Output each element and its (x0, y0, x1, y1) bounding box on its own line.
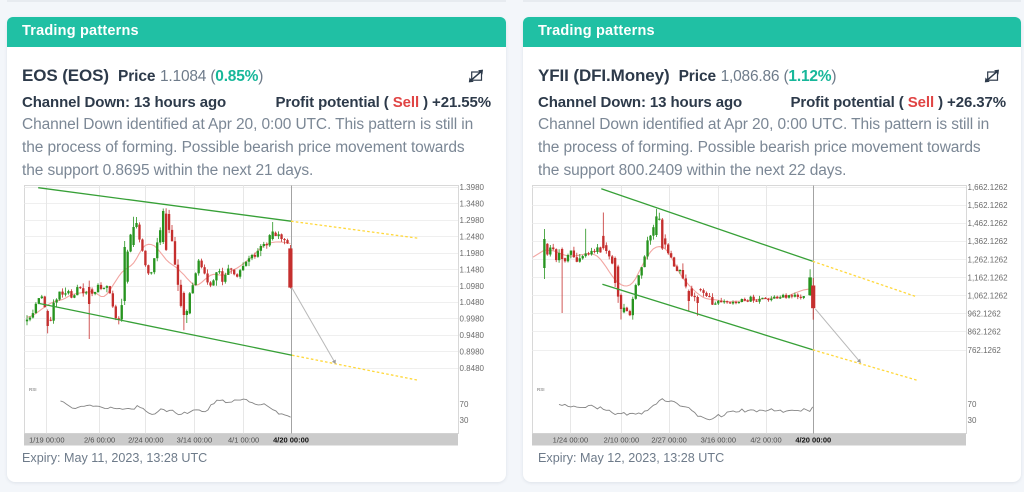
svg-text:962.1262: 962.1262 (968, 310, 1002, 319)
svg-text:70: 70 (460, 400, 469, 409)
svg-text:1,262.1262: 1,262.1262 (968, 255, 1009, 264)
svg-text:0.8480: 0.8480 (460, 364, 485, 373)
svg-text:1.0980: 1.0980 (460, 282, 485, 291)
svg-text:1,362.1262: 1,362.1262 (968, 237, 1009, 246)
svg-text:1.1980: 1.1980 (460, 249, 485, 258)
svg-text:1.3980: 1.3980 (460, 183, 485, 192)
svg-text:30: 30 (460, 416, 469, 425)
svg-text:2/10 00:00: 2/10 00:00 (604, 436, 639, 445)
svg-text:1,662.1262: 1,662.1262 (968, 183, 1009, 192)
svg-text:1.2980: 1.2980 (460, 216, 485, 225)
svg-text:1/19 00:00: 1/19 00:00 (29, 436, 64, 445)
svg-text:0.8980: 0.8980 (460, 348, 485, 357)
svg-text:2/24 00:00: 2/24 00:00 (128, 436, 163, 445)
svg-text:4/2 00:00: 4/2 00:00 (750, 436, 781, 445)
svg-text:0.9980: 0.9980 (460, 315, 485, 324)
svg-text:862.1262: 862.1262 (968, 328, 1002, 337)
svg-text:1.0480: 1.0480 (460, 298, 485, 307)
svg-text:1/24 00:00: 1/24 00:00 (553, 436, 588, 445)
svg-text:30: 30 (968, 416, 977, 425)
svg-text:1.1480: 1.1480 (460, 265, 485, 274)
svg-text:1.3480: 1.3480 (460, 199, 485, 208)
svg-text:4/20 00:00: 4/20 00:00 (795, 436, 831, 445)
svg-text:3/16 00:00: 3/16 00:00 (701, 436, 736, 445)
svg-text:1,462.1262: 1,462.1262 (968, 219, 1009, 228)
svg-text:1,062.1262: 1,062.1262 (968, 292, 1009, 301)
svg-text:2/27 00:00: 2/27 00:00 (651, 436, 686, 445)
svg-text:1.2480: 1.2480 (460, 232, 485, 241)
svg-text:3/14 00:00: 3/14 00:00 (177, 436, 212, 445)
svg-text:762.1262: 762.1262 (968, 346, 1002, 355)
svg-text:1,162.1262: 1,162.1262 (968, 273, 1009, 282)
svg-text:4/20 00:00: 4/20 00:00 (273, 436, 309, 445)
svg-text:1,562.1262: 1,562.1262 (968, 201, 1009, 210)
svg-text:RSI: RSI (537, 387, 545, 392)
svg-text:2/6 00:00: 2/6 00:00 (84, 436, 115, 445)
svg-text:70: 70 (968, 400, 977, 409)
svg-text:RSI: RSI (29, 387, 37, 392)
svg-text:4/1 00:00: 4/1 00:00 (228, 436, 259, 445)
svg-text:0.9480: 0.9480 (460, 331, 485, 340)
